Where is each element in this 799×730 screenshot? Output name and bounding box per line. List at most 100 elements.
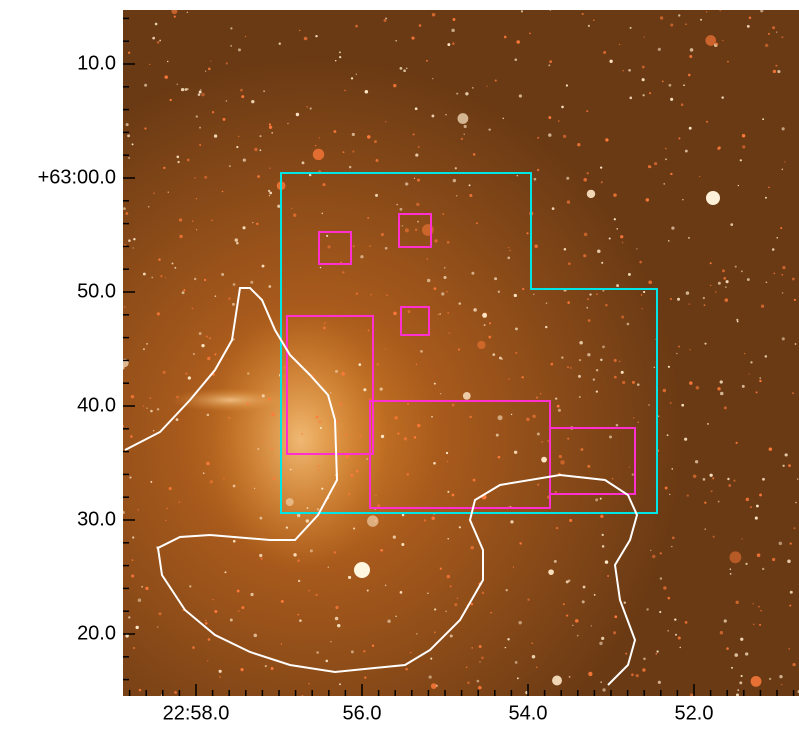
star bbox=[537, 169, 539, 171]
star bbox=[177, 156, 180, 159]
star bbox=[356, 74, 357, 75]
star bbox=[552, 676, 562, 686]
star bbox=[678, 636, 681, 639]
star bbox=[297, 614, 299, 616]
star bbox=[360, 255, 363, 258]
star bbox=[689, 127, 692, 130]
star bbox=[734, 653, 738, 657]
star bbox=[736, 319, 738, 321]
star bbox=[595, 498, 598, 501]
star bbox=[719, 9, 721, 11]
star bbox=[619, 361, 621, 363]
star bbox=[688, 237, 690, 239]
star bbox=[519, 542, 522, 545]
star bbox=[627, 323, 630, 326]
star bbox=[593, 378, 595, 380]
star bbox=[496, 434, 499, 437]
star bbox=[165, 520, 166, 521]
star bbox=[567, 301, 570, 304]
star bbox=[705, 528, 706, 529]
star bbox=[169, 487, 172, 490]
star bbox=[602, 688, 605, 691]
star bbox=[728, 484, 731, 487]
star bbox=[658, 48, 661, 51]
star bbox=[345, 433, 348, 436]
star bbox=[790, 591, 793, 594]
star bbox=[596, 293, 598, 295]
star bbox=[665, 487, 668, 490]
star bbox=[339, 51, 341, 53]
star bbox=[230, 27, 232, 29]
star bbox=[707, 423, 709, 425]
star bbox=[540, 393, 541, 394]
star bbox=[727, 61, 729, 63]
star bbox=[677, 298, 680, 301]
star bbox=[160, 275, 162, 277]
star bbox=[223, 118, 226, 121]
star bbox=[306, 519, 309, 522]
star bbox=[670, 298, 672, 300]
star bbox=[741, 675, 743, 677]
star bbox=[597, 249, 601, 253]
star bbox=[210, 60, 211, 61]
star bbox=[198, 93, 201, 96]
star bbox=[762, 568, 764, 570]
star bbox=[678, 137, 680, 139]
star bbox=[758, 606, 760, 608]
star bbox=[555, 491, 557, 493]
star bbox=[447, 241, 450, 244]
star bbox=[669, 84, 672, 87]
star bbox=[740, 159, 742, 161]
star bbox=[171, 8, 177, 14]
star bbox=[263, 90, 265, 92]
star bbox=[751, 676, 762, 687]
star bbox=[210, 480, 213, 483]
star bbox=[768, 33, 770, 35]
star bbox=[467, 681, 470, 684]
star bbox=[605, 560, 608, 563]
star bbox=[607, 575, 609, 577]
star bbox=[199, 127, 201, 129]
star bbox=[417, 424, 421, 428]
star bbox=[504, 36, 507, 39]
star bbox=[513, 566, 514, 567]
star bbox=[654, 367, 655, 368]
star bbox=[149, 64, 150, 65]
star bbox=[430, 658, 432, 660]
star bbox=[254, 488, 255, 489]
star bbox=[196, 229, 197, 230]
star bbox=[477, 341, 485, 349]
star bbox=[747, 278, 750, 281]
star bbox=[343, 151, 345, 153]
star bbox=[498, 291, 500, 293]
star bbox=[269, 192, 272, 195]
star bbox=[376, 159, 379, 162]
star bbox=[781, 274, 783, 276]
star bbox=[490, 612, 492, 614]
star bbox=[414, 436, 417, 439]
star bbox=[759, 380, 761, 382]
star bbox=[385, 585, 386, 586]
star bbox=[153, 430, 154, 431]
star bbox=[473, 479, 476, 482]
star bbox=[164, 75, 168, 79]
star bbox=[327, 245, 330, 248]
star bbox=[214, 134, 217, 137]
star bbox=[318, 469, 319, 470]
star bbox=[299, 619, 302, 622]
star bbox=[163, 371, 166, 374]
star bbox=[212, 111, 214, 113]
star bbox=[326, 235, 328, 237]
star bbox=[159, 612, 162, 615]
star bbox=[586, 110, 588, 112]
star bbox=[381, 233, 384, 236]
star bbox=[339, 683, 341, 685]
star bbox=[352, 150, 354, 152]
star bbox=[704, 304, 706, 306]
star bbox=[427, 592, 429, 594]
star bbox=[782, 127, 785, 130]
star bbox=[471, 546, 474, 549]
star bbox=[207, 660, 209, 662]
star bbox=[508, 378, 510, 380]
star bbox=[440, 568, 442, 570]
